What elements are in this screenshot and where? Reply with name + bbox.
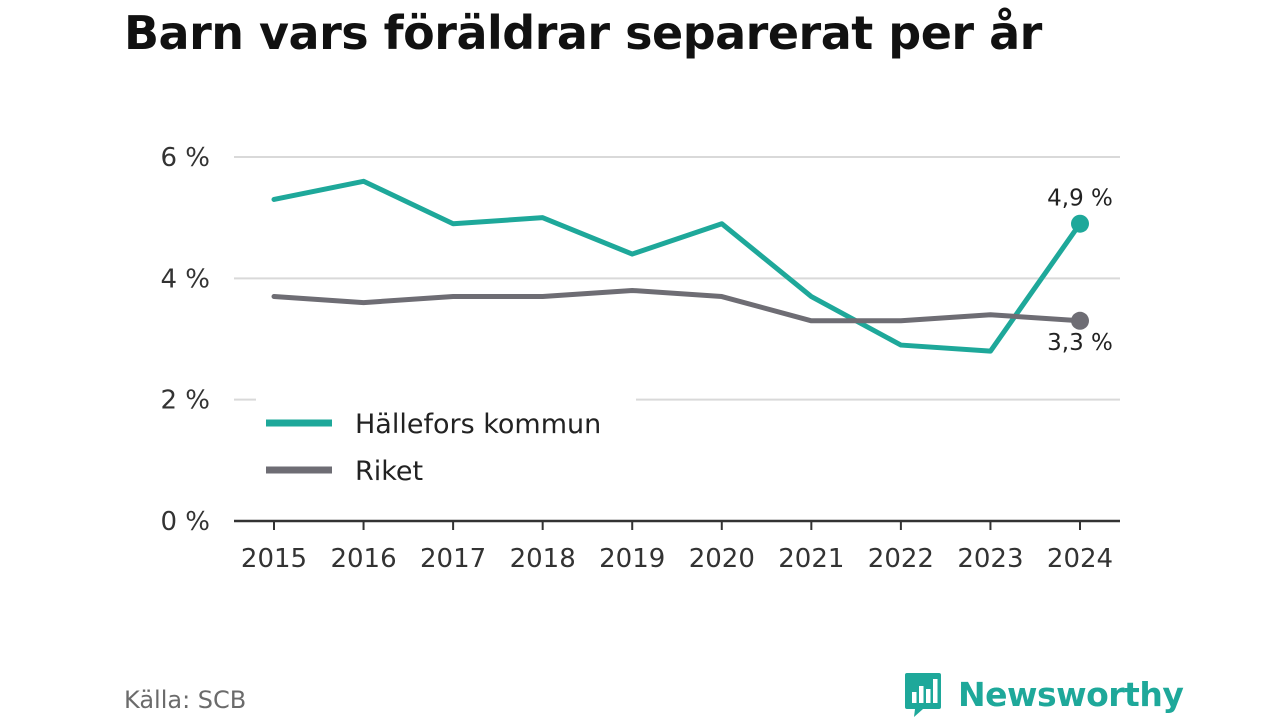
brand-name: Newsworthy [958,674,1184,714]
brand-logo: Newsworthy [902,670,1184,718]
chart-title: Barn vars föräldrar separerat per år [124,6,1042,60]
series-line [271,178,1083,354]
legend: Hällefors kommun Riket [256,396,636,496]
x-tick-label: 2017 [420,544,486,574]
legend-label: Riket [355,456,423,487]
x-tick-label: 2019 [599,544,665,574]
gridlines [234,156,1120,401]
x-tick-label: 2021 [778,544,844,574]
y-tick-label: 6 % [160,143,210,173]
legend-label: Hällefors kommun [355,409,601,440]
x-axis: 2015 2016 2017 2018 2019 2020 2021 2022 2023 2024 [234,519,1120,574]
end-labels: 4,9 % 3,3 % [1047,186,1113,356]
y-tick-label: 0 % [160,507,210,537]
y-tick-label: 2 % [160,386,210,416]
x-tick-label: 2020 [689,544,755,574]
x-tick-label: 2022 [868,544,934,574]
source-note: Källa: SCB [124,686,247,714]
x-tick-label: 2023 [957,544,1023,574]
data-point [1071,311,1089,330]
end-value-label: 3,3 % [1047,330,1113,356]
x-tick-label: 2015 [241,544,307,574]
legend-background [256,396,636,496]
newsworthy-logo-icon [905,673,941,717]
data-point [1071,214,1089,233]
end-value-label: 4,9 % [1047,186,1113,212]
y-tick-label: 4 % [160,264,210,294]
x-tick-label: 2018 [510,544,576,574]
x-tick-label: 2016 [330,544,396,574]
x-tick-label: 2024 [1047,544,1113,574]
series-line [271,287,1083,324]
series-lines [271,178,1089,354]
y-axis-ticks: 0 % 2 % 4 % 6 % [160,143,210,537]
